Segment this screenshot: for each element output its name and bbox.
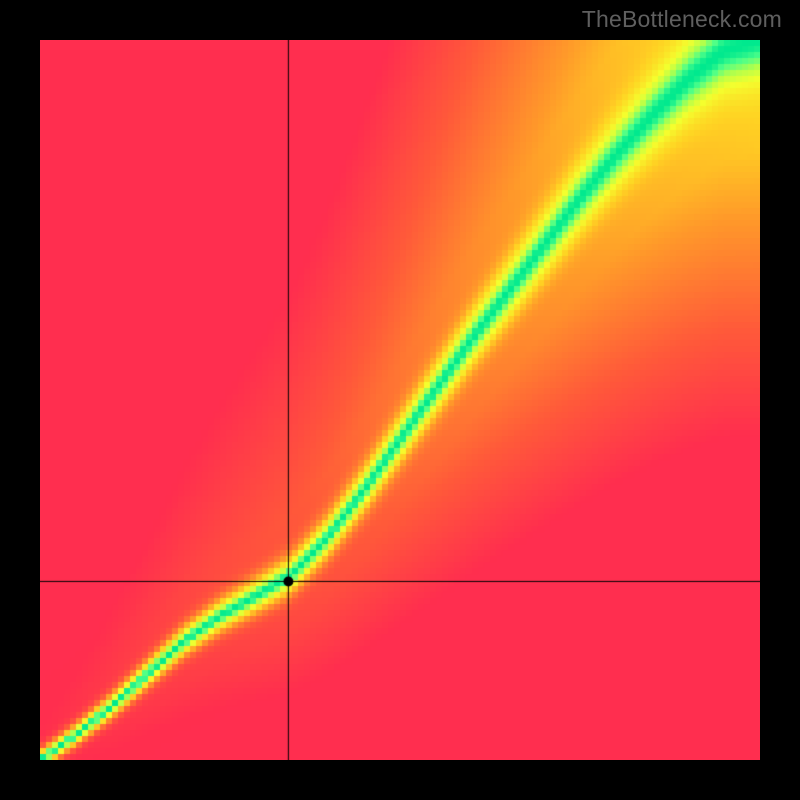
bottleneck-heatmap xyxy=(40,40,760,760)
chart-container: TheBottleneck.com xyxy=(0,0,800,800)
watermark-text: TheBottleneck.com xyxy=(582,6,782,33)
